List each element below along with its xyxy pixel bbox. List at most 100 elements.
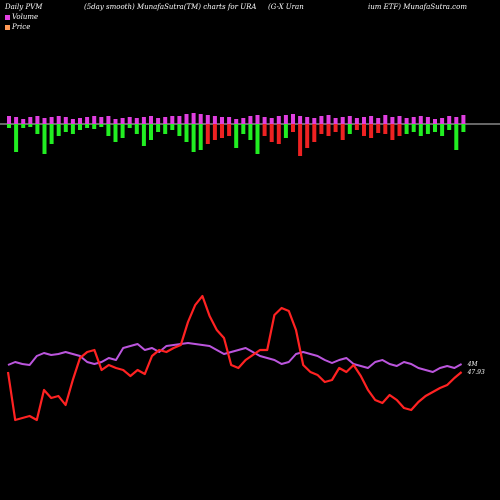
volume-bar-down [127,124,132,128]
volume-bar-up [440,118,445,124]
volume-bar-up [305,117,310,124]
volume-bar-down [447,124,452,130]
volume-bar-down [49,124,54,144]
volume-bar-up [369,116,374,124]
volume-bar-down [99,124,104,127]
price-line [6,294,463,422]
volume-bar-down [170,124,175,130]
volume-bar-up [376,118,381,124]
volume-bar-down [113,124,118,142]
volume-bar-up [212,116,217,124]
volume-bar-up [70,119,75,124]
volume-bar-up [149,116,153,124]
volume-bar-down [198,124,203,150]
volume-bar-down [369,124,374,138]
volume-bar-up [283,115,288,124]
volume-bar-up [319,116,324,124]
volume-bar-down [291,124,295,132]
volume-bar-up [454,117,459,124]
volume-bar-down [85,124,90,128]
volume-bar-down [440,124,445,136]
volume-bar-up [127,117,132,124]
volume-bar-down [425,124,430,134]
volume-bar-down [156,124,161,132]
chart-title-left: Daily PVM [5,3,43,11]
volume-bar-down [234,124,239,148]
volume-bar-up [170,116,175,124]
volume-bar-up [227,117,232,124]
volume-bar-up [85,117,90,124]
chart-title-main: (5day smooth) MunafaSutra(TM) charts for… [84,3,257,11]
volume-bar-down [418,124,423,136]
volume-bar-up [28,117,33,124]
volume-bar-down [276,124,281,144]
legend-volume-label: Volume [12,13,39,21]
volume-bar-up [234,119,239,124]
volume-bar-up [354,118,359,124]
chart-title-ticker: (G-X Uran [268,3,304,11]
volume-bar-up [184,114,189,124]
volume-bar-up [411,117,416,124]
volume-bar-up [99,117,104,124]
volume-bar-down [7,124,11,128]
volume-bar-down [28,124,33,127]
volume-bar-down [454,124,459,150]
legend-price-swatch [5,24,10,30]
volume-bar-down [35,124,40,134]
volume-bar-down [141,124,146,146]
volume-bar-down [354,124,359,130]
volume-bar-down [177,124,182,136]
volume-bar-down [14,124,19,152]
volume-bar-down [305,124,310,148]
volume-bar-down [376,124,381,133]
volume-bar-up [418,116,423,124]
volume-bar-up [78,118,82,124]
volume-bar-up [255,115,260,124]
volume-bar-down [404,124,409,134]
legend-price: Price [5,23,30,31]
volume-bar-up [447,116,452,124]
volume-bar-up [347,116,352,124]
volume-bar-up [425,117,430,124]
volume-bar-down [120,124,125,138]
volume-bar-down [227,124,232,136]
volume-bar-up [92,116,97,124]
volume-bar-down [63,124,68,132]
volume-bar-down [347,124,352,134]
volume-bar-down [383,124,388,134]
volume-bar-up [156,118,161,124]
volume-bar-up [21,119,26,124]
volume-bar-down [298,124,303,156]
volume-bar-up [106,116,111,124]
volume-bar-down [411,124,416,132]
volume-bar-down [205,124,210,144]
volume-bar-up [113,119,118,124]
volume-bar-down [191,124,196,152]
volume-bar-down [212,124,217,140]
volume-bar-up [205,115,210,124]
volume-bar-down [70,124,75,134]
volume-bar-down [461,124,466,132]
volume-bar-down [106,124,111,136]
volume-bar-down [92,124,97,129]
volume-bar-up [383,115,388,124]
volume-bar-down [269,124,274,142]
legend-price-label: Price [12,23,31,31]
volume-bar-down [262,124,267,136]
volume-bar-down [21,124,26,128]
volume-bar-up [220,117,224,124]
volume-bar-up [134,118,139,124]
volume-bar-up [49,117,54,124]
volume-bar-up [14,117,19,124]
volume-bar-down [241,124,246,134]
volume-bar-down [42,124,47,154]
volume-bar-up [291,114,295,124]
volume-bar-up [56,116,61,124]
volume-bar-up [63,117,68,124]
volume-bar-down [340,124,345,140]
volume-bar-up [404,118,409,124]
pvm-line [7,342,463,373]
volume-bar-up [397,116,402,124]
